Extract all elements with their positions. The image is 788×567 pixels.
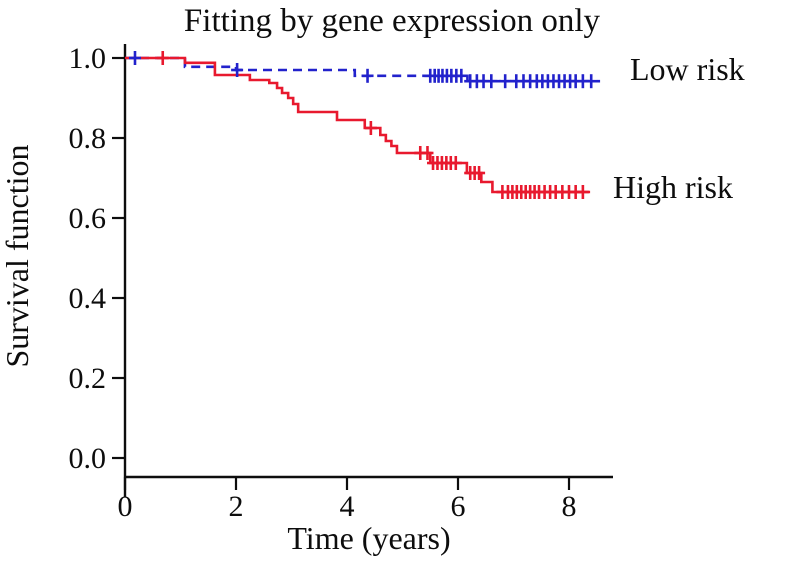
censor-marks-high-risk xyxy=(156,51,589,199)
x-tick-label: 6 xyxy=(451,490,466,523)
axes: 0.0 0.2 0.4 0.6 0.8 1.0 0 2 4 6 8 xyxy=(69,42,613,523)
survival-curve-high-risk xyxy=(125,56,591,194)
y-tick-label: 0.8 xyxy=(69,122,107,155)
x-axis-label: Time (years) xyxy=(287,520,450,556)
series-label-low-risk: Low risk xyxy=(630,51,745,87)
series-label-high-risk: High risk xyxy=(613,169,733,205)
y-tick-label: 1.0 xyxy=(69,42,107,75)
survival-curves xyxy=(125,56,601,194)
y-tick-label: 0.2 xyxy=(69,362,107,395)
chart-title: Fitting by gene expression only xyxy=(184,3,601,39)
survival-curve-low-risk xyxy=(125,56,601,83)
y-tick-label: 0.6 xyxy=(69,202,107,235)
x-tick-label: 4 xyxy=(340,490,355,523)
x-tick-label: 8 xyxy=(562,490,577,523)
y-tick-label: 0.0 xyxy=(69,442,107,475)
censor-marks xyxy=(128,51,598,199)
y-axis-label: Survival function xyxy=(0,144,35,367)
censor-marks-low-risk xyxy=(128,51,598,89)
y-tick-label: 0.4 xyxy=(69,282,107,315)
x-tick-label: 2 xyxy=(229,490,244,523)
x-tick-label: 0 xyxy=(118,490,133,523)
